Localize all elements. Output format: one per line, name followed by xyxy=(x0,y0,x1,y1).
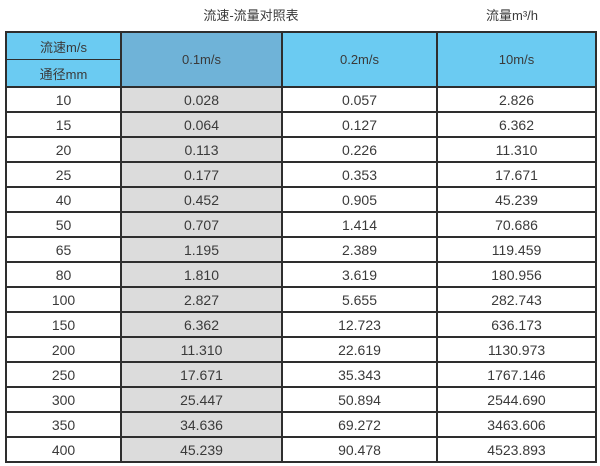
diameter-cell: 80 xyxy=(5,261,122,288)
diameter-cell: 15 xyxy=(5,111,122,138)
table-row: 100 2.827 5.655 282.743 xyxy=(5,286,597,313)
value-cell-10ms: 17.671 xyxy=(436,161,597,188)
value-cell-10ms: 282.743 xyxy=(436,286,597,313)
column-header-0-1ms: 0.1m/s xyxy=(120,31,283,88)
value-cell-0-2ms: 0.057 xyxy=(281,86,438,113)
table-row: 40 0.452 0.905 45.239 xyxy=(5,186,597,213)
value-cell-0-1ms: 0.028 xyxy=(120,86,283,113)
value-cell-0-2ms: 69.272 xyxy=(281,411,438,438)
value-cell-10ms: 11.310 xyxy=(436,136,597,163)
table-row: 200 11.310 22.619 1130.973 xyxy=(5,336,597,363)
value-cell-0-2ms: 3.619 xyxy=(281,261,438,288)
value-cell-10ms: 2544.690 xyxy=(436,386,597,413)
value-cell-0-2ms: 1.414 xyxy=(281,211,438,238)
value-cell-0-1ms: 17.671 xyxy=(120,361,283,388)
diameter-cell: 250 xyxy=(5,361,122,388)
value-cell-0-2ms: 90.478 xyxy=(281,436,438,463)
value-cell-0-1ms: 0.177 xyxy=(120,161,283,188)
value-cell-0-2ms: 35.343 xyxy=(281,361,438,388)
value-cell-0-2ms: 12.723 xyxy=(281,311,438,338)
diameter-cell: 150 xyxy=(5,311,122,338)
value-cell-10ms: 119.459 xyxy=(436,236,597,263)
diameter-label-cell: 通径mm xyxy=(5,59,122,88)
value-cell-10ms: 180.956 xyxy=(436,261,597,288)
value-cell-0-1ms: 34.636 xyxy=(120,411,283,438)
column-header-0-2ms: 0.2m/s xyxy=(281,31,438,88)
value-cell-0-1ms: 2.827 xyxy=(120,286,283,313)
value-cell-10ms: 636.173 xyxy=(436,311,597,338)
diameter-cell: 200 xyxy=(5,336,122,363)
diameter-cell: 65 xyxy=(5,236,122,263)
header-row-top: 流速m/s 0.1m/s 0.2m/s 10m/s xyxy=(5,31,597,88)
diameter-cell: 10 xyxy=(5,86,122,113)
value-cell-10ms: 3463.606 xyxy=(436,411,597,438)
diameter-cell: 40 xyxy=(5,186,122,213)
table-row: 250 17.671 35.343 1767.146 xyxy=(5,361,597,388)
table-row: 25 0.177 0.353 17.671 xyxy=(5,161,597,188)
table-row: 20 0.113 0.226 11.310 xyxy=(5,136,597,163)
diameter-cell: 100 xyxy=(5,286,122,313)
value-cell-0-1ms: 25.447 xyxy=(120,386,283,413)
value-cell-0-2ms: 0.905 xyxy=(281,186,438,213)
velocity-label-cell: 流速m/s xyxy=(5,31,122,60)
value-cell-10ms: 1767.146 xyxy=(436,361,597,388)
value-cell-0-1ms: 0.452 xyxy=(120,186,283,213)
diameter-cell: 400 xyxy=(5,436,122,463)
diameter-cell: 350 xyxy=(5,411,122,438)
value-cell-0-1ms: 0.707 xyxy=(120,211,283,238)
table-row: 80 1.810 3.619 180.956 xyxy=(5,261,597,288)
diameter-cell: 50 xyxy=(5,211,122,238)
table-row: 300 25.447 50.894 2544.690 xyxy=(5,386,597,413)
value-cell-0-1ms: 1.195 xyxy=(120,236,283,263)
value-cell-0-1ms: 0.113 xyxy=(120,136,283,163)
value-cell-10ms: 1130.973 xyxy=(436,336,597,363)
value-cell-0-2ms: 2.389 xyxy=(281,236,438,263)
value-cell-0-2ms: 0.127 xyxy=(281,111,438,138)
value-cell-0-1ms: 45.239 xyxy=(120,436,283,463)
value-cell-10ms: 6.362 xyxy=(436,111,597,138)
flow-unit-caption: 流量m³/h xyxy=(485,8,539,23)
value-cell-0-1ms: 0.064 xyxy=(120,111,283,138)
header-row-bottom: 通径mm xyxy=(5,59,596,88)
table-row: 10 0.028 0.057 2.826 xyxy=(5,86,597,113)
value-cell-0-2ms: 50.894 xyxy=(281,386,438,413)
table-row: 150 6.362 12.723 636.173 xyxy=(5,311,597,338)
diameter-cell: 300 xyxy=(5,386,122,413)
table-row: 350 34.636 69.272 3463.606 xyxy=(5,411,597,438)
table-row: 400 45.239 90.478 4523.893 xyxy=(5,436,597,463)
table-row: 50 0.707 1.414 70.686 xyxy=(5,211,597,238)
table-row: 65 1.195 2.389 119.459 xyxy=(5,236,597,263)
table-caption: 流速-流量对照表 xyxy=(203,8,299,23)
column-header-10ms: 10m/s xyxy=(436,31,597,88)
value-cell-10ms: 45.239 xyxy=(436,186,597,213)
diameter-cell: 20 xyxy=(5,136,122,163)
flow-rate-table: 流速m/s 0.1m/s 0.2m/s 10m/s 通径mm 10 0.028 0.… xyxy=(5,31,597,463)
value-cell-10ms: 4523.893 xyxy=(436,436,597,463)
value-cell-0-1ms: 6.362 xyxy=(120,311,283,338)
table-body: 10 0.028 0.057 2.826 15 0.064 0.127 6.362 20 0.11… xyxy=(5,86,597,463)
value-cell-0-2ms: 5.655 xyxy=(281,286,438,313)
diameter-cell: 25 xyxy=(5,161,122,188)
value-cell-0-2ms: 22.619 xyxy=(281,336,438,363)
value-cell-0-1ms: 11.310 xyxy=(120,336,283,363)
table-row: 15 0.064 0.127 6.362 xyxy=(5,111,597,138)
value-cell-0-2ms: 0.353 xyxy=(281,161,438,188)
value-cell-0-1ms: 1.810 xyxy=(120,261,283,288)
value-cell-0-2ms: 0.226 xyxy=(281,136,438,163)
value-cell-10ms: 70.686 xyxy=(436,211,597,238)
table-header: 流速m/s 0.1m/s 0.2m/s 10m/s 通径mm xyxy=(5,31,597,88)
value-cell-10ms: 2.826 xyxy=(436,86,597,113)
